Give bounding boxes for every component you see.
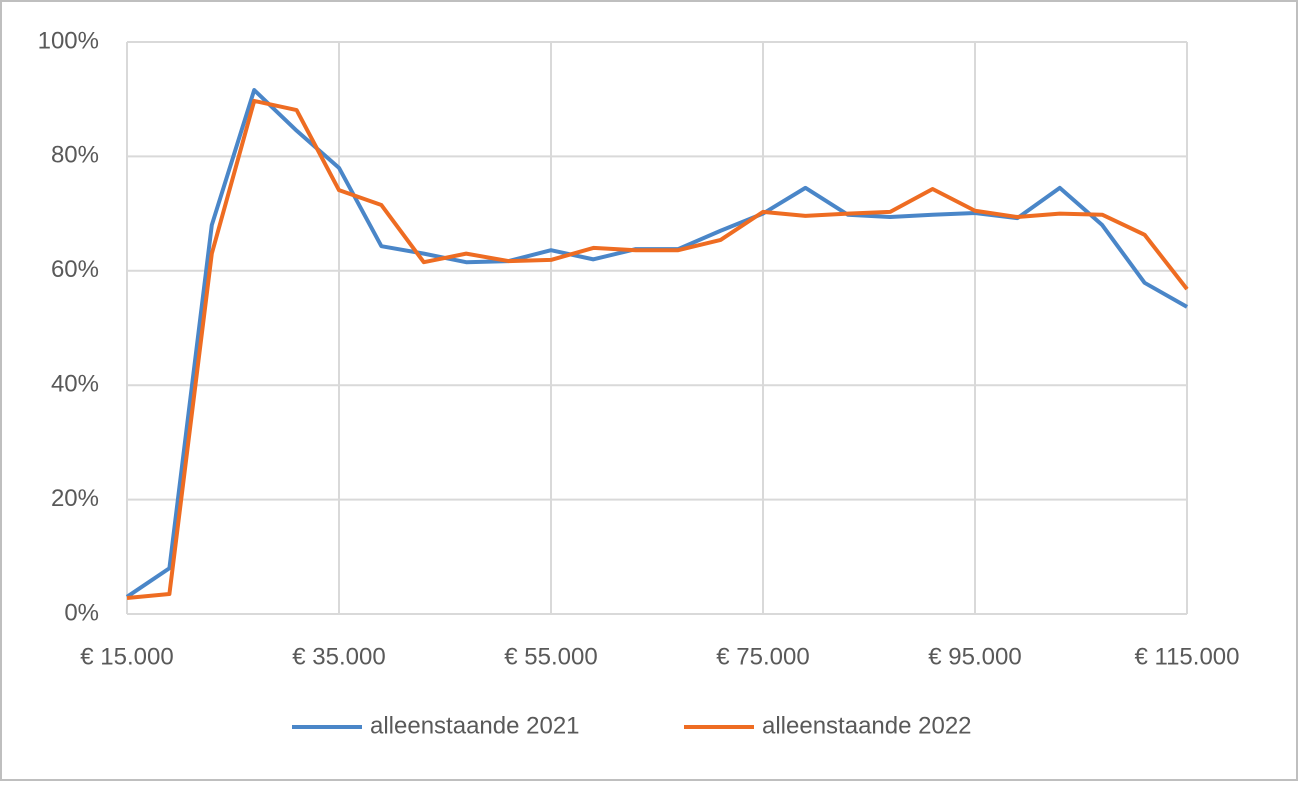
y-tick-label: 80% bbox=[51, 142, 99, 169]
x-tick-label: € 55.000 bbox=[504, 643, 597, 670]
x-tick-label: € 95.000 bbox=[928, 643, 1021, 670]
x-tick-label: € 15.000 bbox=[80, 643, 173, 670]
x-tick-label: € 115.000 bbox=[1135, 643, 1240, 670]
y-tick-label: 0% bbox=[64, 599, 99, 626]
legend-label: alleenstaande 2022 bbox=[762, 712, 972, 739]
y-tick-label: 40% bbox=[51, 371, 99, 398]
x-tick-label: € 35.000 bbox=[292, 643, 385, 670]
y-tick-label: 100% bbox=[38, 27, 99, 54]
x-tick-label: € 75.000 bbox=[716, 643, 809, 670]
data-line bbox=[126, 98, 1189, 600]
legend-label: alleenstaande 2021 bbox=[370, 712, 580, 739]
y-tick-label: 60% bbox=[51, 256, 99, 283]
y-tick-label: 20% bbox=[51, 485, 99, 512]
